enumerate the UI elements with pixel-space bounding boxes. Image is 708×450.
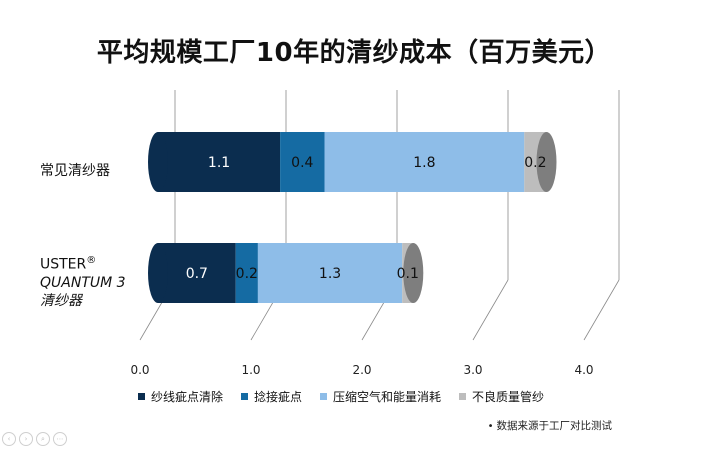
x-tick-label: 2.0 (352, 363, 371, 377)
more-icon[interactable]: ⋯ (53, 432, 67, 446)
category-1-line-2: 清纱器 (40, 292, 82, 309)
bar-segment (324, 132, 525, 192)
bar-end-cap (403, 243, 424, 303)
data-label: 1.3 (319, 266, 341, 282)
category-1-line-0: USTER (40, 256, 87, 273)
legend-swatch (459, 393, 467, 400)
legend-item: 压缩空气和能量消耗 (320, 388, 441, 405)
bar-segment (158, 132, 281, 192)
legend-label: 纱线疵点清除 (151, 390, 224, 404)
bar-segment (280, 132, 325, 192)
data-label: 1.1 (208, 155, 230, 171)
gridline-floor (472, 279, 509, 341)
category-label-1: USTER® QUANTUM 3 清纱器 (40, 252, 126, 310)
bullet-icon: • (487, 421, 494, 432)
legend-swatch (241, 393, 249, 400)
x-tick-label: 0.0 (130, 363, 149, 377)
data-label: 0.2 (524, 155, 546, 171)
x-tick-label: 4.0 (574, 363, 593, 377)
category-0-line-0: 常见清纱器 (40, 163, 110, 179)
legend-item: 纱线疵点清除 (138, 388, 223, 405)
legend: 纱线疵点清除 捻接疵点 压缩空气和能量消耗 不良质量管纱 (138, 388, 562, 405)
bar-segment (158, 243, 236, 303)
next-icon[interactable]: › (19, 432, 33, 446)
registered-mark: ® (86, 255, 97, 266)
source-note-text: 数据来源于工厂对比测试 (496, 420, 613, 432)
legend-label: 捻接疵点 (254, 390, 303, 404)
legend-swatch (138, 393, 145, 400)
bar-left-cap (148, 132, 168, 192)
x-tick-label: 3.0 (463, 363, 482, 377)
data-label: 0.2 (236, 266, 258, 282)
bar-end-cap (536, 132, 557, 192)
chart-title: 平均规模工厂10年的清纱成本（百万美元） (96, 38, 612, 68)
legend-item: 捻接疵点 (241, 388, 302, 405)
bar-segment (235, 243, 258, 303)
prev-icon[interactable]: ‹ (2, 432, 16, 446)
legend-label: 压缩空气和能量消耗 (333, 390, 442, 404)
data-label: 0.7 (186, 266, 208, 282)
legend-item: 不良质量管纱 (459, 388, 544, 405)
viewer-toolbar: ‹ › ⌕ ⋯ (2, 432, 67, 446)
legend-label: 不良质量管纱 (472, 390, 545, 404)
bar-segment (257, 243, 403, 303)
bar-left-cap (148, 243, 168, 303)
data-label: 0.1 (397, 266, 419, 282)
gridline-floor (583, 279, 620, 341)
source-note: • 数据来源于工厂对比测试 (488, 418, 612, 433)
data-label: 1.8 (413, 155, 435, 171)
zoom-icon[interactable]: ⌕ (36, 432, 50, 446)
category-label-0: 常见清纱器 (40, 162, 110, 180)
data-label: 0.4 (291, 155, 313, 171)
x-tick-label: 1.0 (241, 363, 260, 377)
category-1-line-1: QUANTUM 3 (40, 274, 126, 291)
legend-swatch (320, 393, 328, 400)
